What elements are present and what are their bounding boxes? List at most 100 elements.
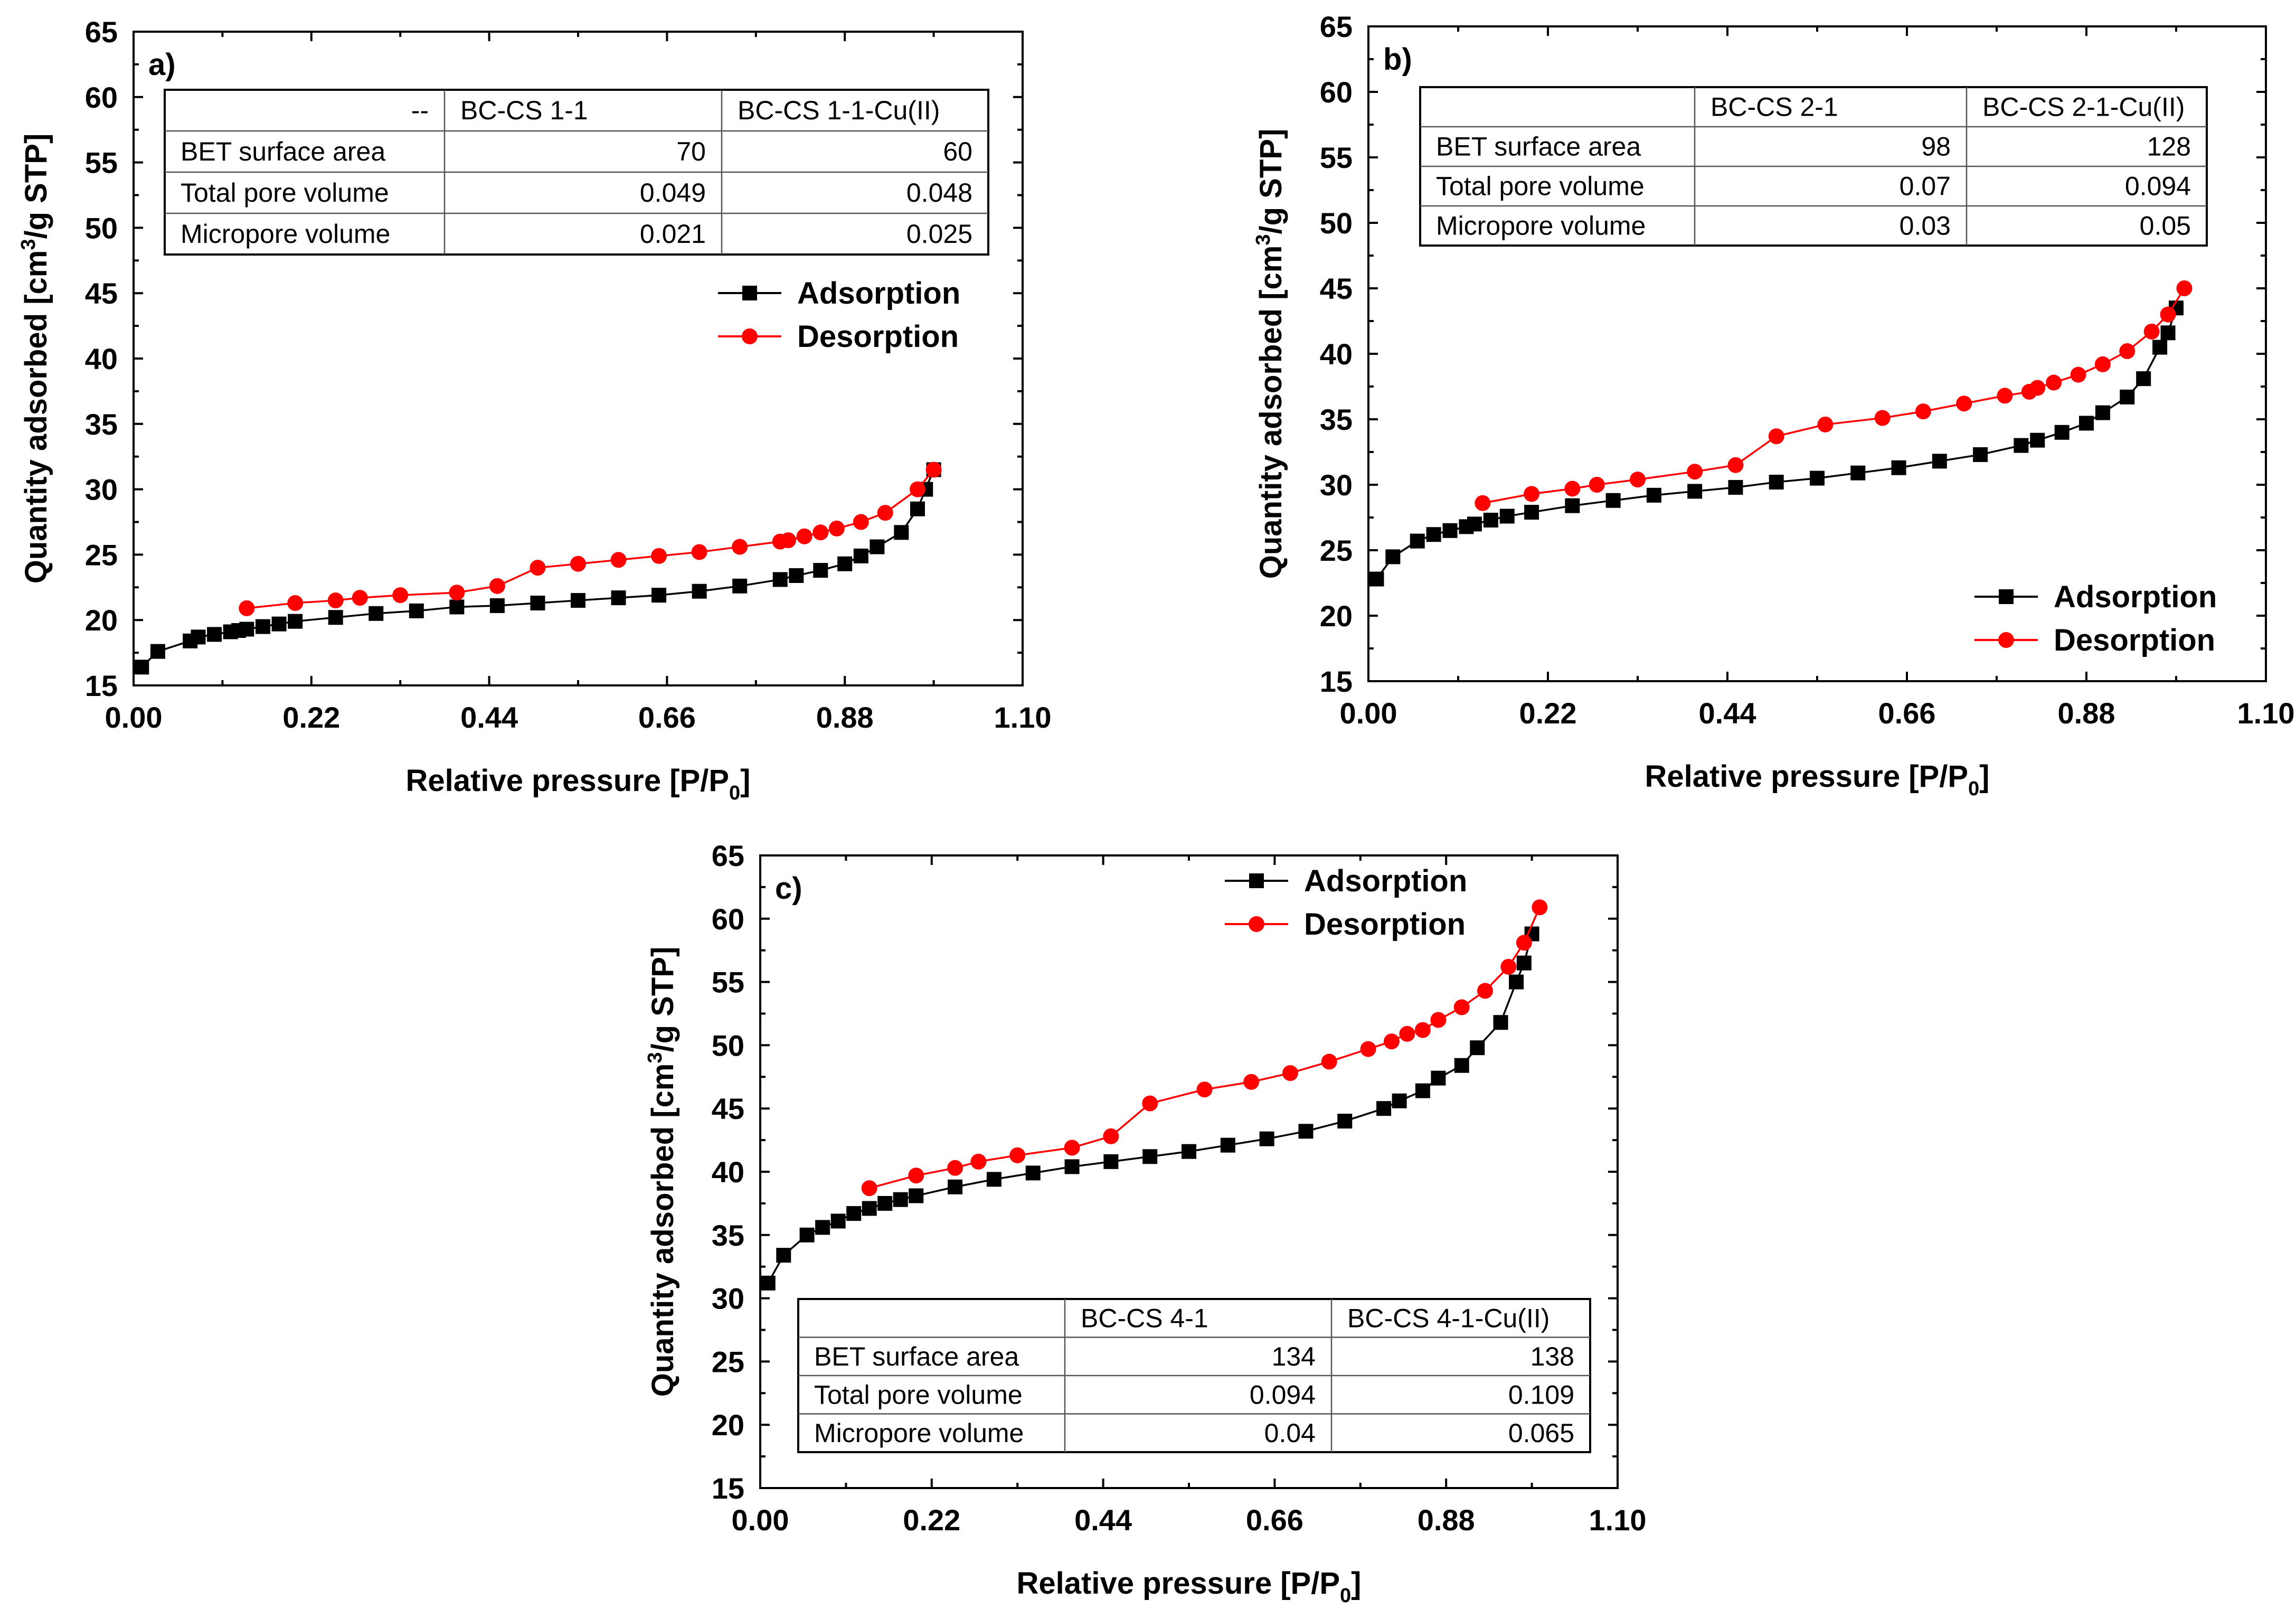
chart-panel-3: 0.00 0.22 0.44 0.66 0.88 1.10 15 20 25 30 35 40 45 50… bbox=[644, 839, 1647, 1607]
data-point-adsorption bbox=[1142, 1149, 1158, 1164]
table-cell: BET surface area bbox=[181, 137, 385, 166]
data-point-desorption bbox=[287, 595, 304, 611]
data-point-desorption bbox=[1103, 1128, 1119, 1144]
data-point-desorption bbox=[1817, 416, 1834, 432]
data-point-desorption bbox=[1997, 388, 2013, 404]
data-point-adsorption bbox=[893, 1192, 908, 1207]
x-tick-label: 0.44 bbox=[460, 701, 518, 734]
chart-panel-1: 0.00 0.22 0.44 0.66 0.88 1.10 15 20 25 30 35 40 45 50… bbox=[17, 15, 1052, 804]
y-tick-label: 45 bbox=[712, 1092, 744, 1125]
legend-marker bbox=[1998, 632, 2014, 648]
data-point-adsorption bbox=[1687, 484, 1703, 499]
data-point-adsorption bbox=[732, 578, 748, 594]
x-tick-label: 0.22 bbox=[1519, 696, 1577, 730]
data-point-desorption bbox=[1399, 1025, 1415, 1042]
table-cell: 0.021 bbox=[640, 219, 706, 249]
data-point-adsorption bbox=[1646, 487, 1661, 503]
x-tick-label: 1.10 bbox=[994, 701, 1052, 734]
x-axis-title: Relative pressure [P/P0] bbox=[406, 764, 751, 804]
table-header-cell: BC-CS 2-1-Cu(II) bbox=[1982, 92, 2185, 122]
data-point-adsorption bbox=[1454, 1058, 1469, 1073]
data-point-adsorption bbox=[150, 644, 165, 659]
data-point-desorption bbox=[772, 533, 788, 550]
data-point-desorption bbox=[691, 544, 707, 560]
data-point-adsorption bbox=[1728, 479, 1743, 495]
x-tick-label: 0.66 bbox=[1246, 1503, 1303, 1537]
data-point-adsorption bbox=[2120, 389, 2135, 404]
table-cell: 0.109 bbox=[1508, 1380, 1574, 1409]
data-point-adsorption bbox=[1932, 454, 1947, 469]
data-point-adsorption bbox=[2095, 405, 2110, 420]
panel-label: a) bbox=[148, 48, 176, 82]
data-point-desorption bbox=[1243, 1074, 1260, 1090]
y-tick-label: 15 bbox=[712, 1472, 744, 1505]
data-point-desorption bbox=[570, 556, 586, 572]
y-tick-label: 40 bbox=[1320, 337, 1353, 371]
y-tick-label: 50 bbox=[1320, 206, 1353, 240]
data-point-adsorption bbox=[1499, 509, 1515, 524]
y-axis-title: Quantity adsorbed [cm3/g STP] bbox=[17, 134, 53, 584]
data-point-desorption bbox=[925, 462, 942, 478]
legend-marker bbox=[742, 286, 757, 300]
data-point-adsorption bbox=[1973, 447, 1988, 462]
data-point-desorption bbox=[1196, 1081, 1213, 1098]
data-point-desorption bbox=[1477, 983, 1494, 999]
data-point-adsorption bbox=[1415, 1083, 1430, 1098]
y-tick-label: 50 bbox=[712, 1029, 744, 1062]
data-point-desorption bbox=[1500, 958, 1517, 975]
data-point-adsorption bbox=[328, 610, 343, 625]
data-point-adsorption bbox=[1385, 549, 1401, 564]
table-cell: 0.03 bbox=[1900, 211, 1951, 241]
x-tick-label: 0.44 bbox=[1074, 1503, 1132, 1537]
panel-label: b) bbox=[1383, 42, 1412, 77]
data-point-adsorption bbox=[1810, 470, 1825, 486]
x-tick-label: 0.00 bbox=[1340, 696, 1397, 730]
data-point-desorption bbox=[1956, 396, 1972, 412]
data-point-adsorption bbox=[813, 563, 828, 578]
data-point-desorption bbox=[1064, 1140, 1080, 1156]
y-tick-label: 65 bbox=[1320, 10, 1353, 43]
data-point-desorption bbox=[1142, 1095, 1158, 1112]
data-point-adsorption bbox=[207, 627, 222, 642]
data-point-desorption bbox=[1589, 477, 1605, 493]
series-line-desorption bbox=[1482, 288, 2185, 504]
data-point-adsorption bbox=[1467, 516, 1482, 532]
data-point-adsorption bbox=[1891, 460, 1906, 475]
data-point-adsorption bbox=[1182, 1144, 1196, 1159]
y-tick-label: 65 bbox=[85, 15, 118, 49]
y-tick-label: 35 bbox=[85, 408, 118, 441]
data-point-adsorption bbox=[1493, 1015, 1508, 1030]
data-point-adsorption bbox=[2030, 432, 2045, 448]
data-point-adsorption bbox=[1410, 533, 1425, 549]
data-point-desorption bbox=[947, 1160, 963, 1176]
x-tick-label: 0.00 bbox=[105, 701, 163, 734]
data-point-desorption bbox=[828, 520, 845, 536]
data-point-desorption bbox=[909, 481, 925, 497]
data-point-adsorption bbox=[846, 1206, 862, 1221]
y-axis-title: Quantity adsorbed [cm3/g STP] bbox=[1252, 129, 1288, 579]
x-tick-label: 0.44 bbox=[1699, 696, 1756, 730]
data-point-adsorption bbox=[2079, 416, 2094, 431]
data-point-desorption bbox=[1768, 428, 1784, 445]
data-point-desorption bbox=[1430, 1012, 1447, 1028]
y-tick-label: 20 bbox=[85, 604, 118, 637]
data-point-desorption bbox=[1532, 899, 1548, 916]
data-point-desorption bbox=[489, 578, 505, 594]
data-point-desorption bbox=[812, 524, 829, 541]
data-point-desorption bbox=[392, 587, 409, 604]
data-point-adsorption bbox=[1516, 955, 1532, 971]
y-tick-label: 15 bbox=[1320, 665, 1353, 698]
data-point-adsorption bbox=[571, 593, 585, 608]
data-point-desorption bbox=[2094, 356, 2111, 372]
data-point-adsorption bbox=[799, 1227, 815, 1243]
table-header-cell: -- bbox=[411, 96, 429, 125]
data-point-desorption bbox=[853, 514, 869, 530]
data-point-adsorption bbox=[530, 596, 545, 611]
data-point-adsorption bbox=[449, 599, 465, 615]
data-point-desorption bbox=[796, 528, 812, 544]
table-cell: 134 bbox=[1272, 1342, 1316, 1371]
y-tick-label: 30 bbox=[85, 473, 118, 506]
data-point-adsorption bbox=[1850, 465, 1866, 481]
data-point-adsorption bbox=[2136, 371, 2151, 387]
data-point-desorption bbox=[877, 505, 893, 521]
